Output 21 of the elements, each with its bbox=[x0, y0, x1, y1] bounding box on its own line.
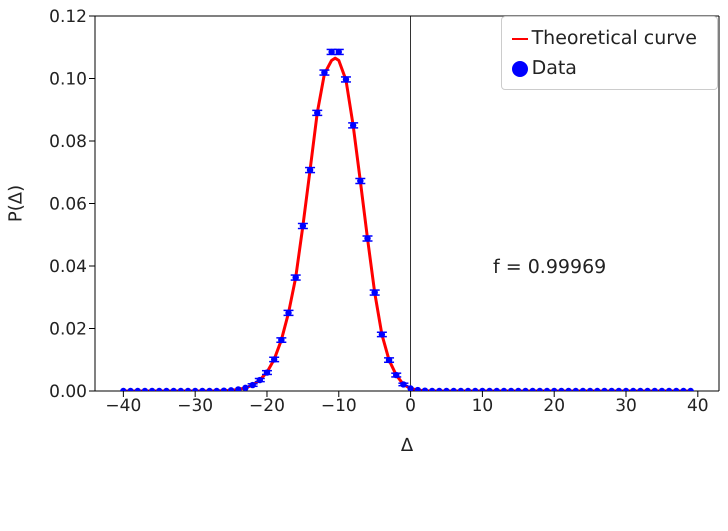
x-tick-label: 30 bbox=[615, 396, 637, 416]
x-tick-label: −10 bbox=[320, 396, 357, 416]
y-tick-label: 0.04 bbox=[49, 257, 87, 278]
annotation: f = 0.99969 bbox=[493, 256, 606, 278]
y-tick-label: 0.06 bbox=[49, 194, 87, 215]
legend-label: Data bbox=[532, 57, 577, 79]
y-axis-title: P(Δ) bbox=[5, 184, 26, 222]
y-tick-label: 0.08 bbox=[49, 132, 87, 152]
x-tick-label: −20 bbox=[249, 396, 285, 416]
y-tick-label: 0.02 bbox=[49, 320, 87, 340]
x-tick-label: 10 bbox=[472, 396, 494, 416]
x-tick-label: 0 bbox=[405, 396, 416, 416]
x-tick-label: −40 bbox=[105, 396, 142, 416]
x-tick-label: 40 bbox=[686, 396, 709, 416]
y-tick-label: 0.00 bbox=[49, 382, 87, 402]
legend-label: Theoretical curve bbox=[532, 27, 697, 49]
y-tick-label: 0.10 bbox=[49, 70, 87, 90]
x-tick-label: −30 bbox=[177, 396, 214, 416]
x-axis-title: Δ bbox=[400, 435, 414, 456]
x-tick-label: 20 bbox=[543, 396, 566, 416]
y-tick-label: 0.12 bbox=[49, 7, 87, 28]
